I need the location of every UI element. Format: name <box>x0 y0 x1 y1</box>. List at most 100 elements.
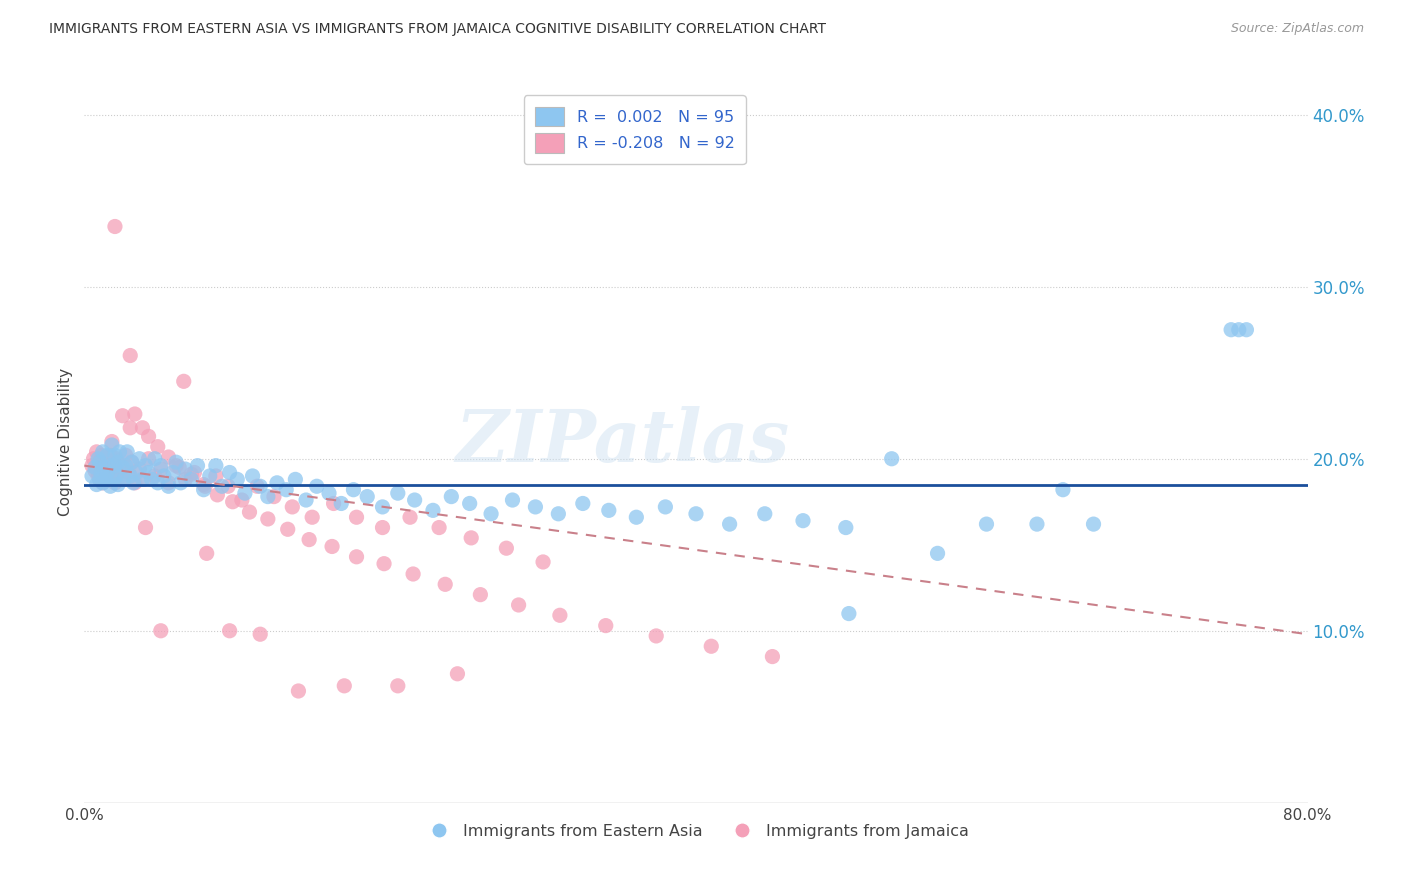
Point <box>104 219 127 234</box>
Point <box>645 629 668 643</box>
Point <box>218 466 240 480</box>
Point <box>153 469 176 483</box>
Point <box>249 627 271 641</box>
Point <box>120 469 142 483</box>
Point <box>458 496 481 510</box>
Point <box>266 475 288 490</box>
Point <box>626 510 648 524</box>
Point <box>321 540 343 554</box>
Point <box>231 493 253 508</box>
Point <box>446 666 468 681</box>
Point <box>479 507 502 521</box>
Point <box>180 467 202 482</box>
Point <box>356 490 378 504</box>
Point <box>108 458 131 473</box>
Point <box>105 469 128 483</box>
Point <box>548 608 571 623</box>
Point <box>233 486 256 500</box>
Point <box>122 475 145 490</box>
Point <box>495 541 517 556</box>
Point <box>86 445 108 459</box>
Point <box>205 469 228 483</box>
Point <box>112 472 135 486</box>
Point <box>183 466 205 480</box>
Point <box>135 458 157 473</box>
Point <box>104 448 127 462</box>
Point <box>440 490 463 504</box>
Point <box>277 522 299 536</box>
Point <box>146 440 169 454</box>
Point <box>880 451 903 466</box>
Point <box>1083 517 1105 532</box>
Point <box>111 472 134 486</box>
Point <box>399 510 422 524</box>
Point <box>835 520 858 534</box>
Point <box>121 455 143 469</box>
Point <box>263 490 285 504</box>
Point <box>80 458 103 473</box>
Point <box>157 479 180 493</box>
Point <box>198 469 221 483</box>
Point <box>301 510 323 524</box>
Point <box>508 598 530 612</box>
Point <box>460 531 482 545</box>
Point <box>547 507 569 521</box>
Point <box>149 458 172 473</box>
Point <box>976 517 998 532</box>
Point <box>180 472 202 486</box>
Point <box>346 510 368 524</box>
Point <box>792 514 814 528</box>
Point <box>193 483 215 497</box>
Point <box>91 445 114 459</box>
Point <box>333 679 356 693</box>
Point <box>96 457 118 471</box>
Point <box>84 464 107 478</box>
Point <box>86 477 108 491</box>
Point <box>120 421 142 435</box>
Point <box>170 475 193 490</box>
Point <box>427 520 450 534</box>
Point <box>87 469 110 483</box>
Point <box>221 494 243 508</box>
Point <box>193 477 215 491</box>
Point <box>128 462 150 476</box>
Point <box>754 507 776 521</box>
Text: ZIPatlas: ZIPatlas <box>456 406 790 477</box>
Point <box>1026 517 1049 532</box>
Point <box>838 607 860 621</box>
Point <box>143 451 166 466</box>
Point <box>257 490 280 504</box>
Point <box>98 479 121 493</box>
Point <box>298 533 321 547</box>
Point <box>167 460 190 475</box>
Point <box>97 458 120 473</box>
Point <box>434 577 457 591</box>
Point <box>598 503 620 517</box>
Point <box>94 472 117 486</box>
Point <box>249 479 271 493</box>
Point <box>101 466 124 480</box>
Point <box>93 460 115 475</box>
Point <box>173 375 195 389</box>
Point <box>125 466 148 480</box>
Point <box>305 479 328 493</box>
Point <box>295 493 318 508</box>
Point <box>700 639 723 653</box>
Point <box>107 477 129 491</box>
Point <box>371 500 394 514</box>
Point <box>143 469 166 483</box>
Point <box>654 500 676 514</box>
Point <box>246 479 269 493</box>
Point <box>91 460 114 475</box>
Point <box>87 451 110 466</box>
Point <box>132 472 155 486</box>
Point <box>422 503 444 517</box>
Point <box>115 445 138 459</box>
Point <box>97 472 120 486</box>
Point <box>93 451 115 466</box>
Point <box>90 466 112 480</box>
Point <box>207 488 229 502</box>
Point <box>90 448 112 462</box>
Point <box>218 624 240 638</box>
Point <box>195 546 218 560</box>
